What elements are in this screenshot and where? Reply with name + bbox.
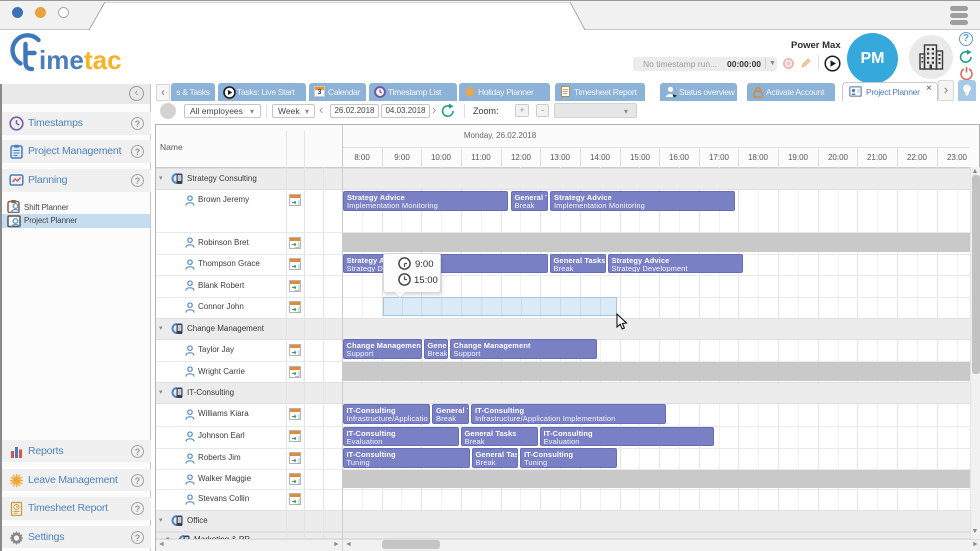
svg-text:ime: ime xyxy=(39,45,84,75)
svg-text:tac: tac xyxy=(84,45,122,75)
